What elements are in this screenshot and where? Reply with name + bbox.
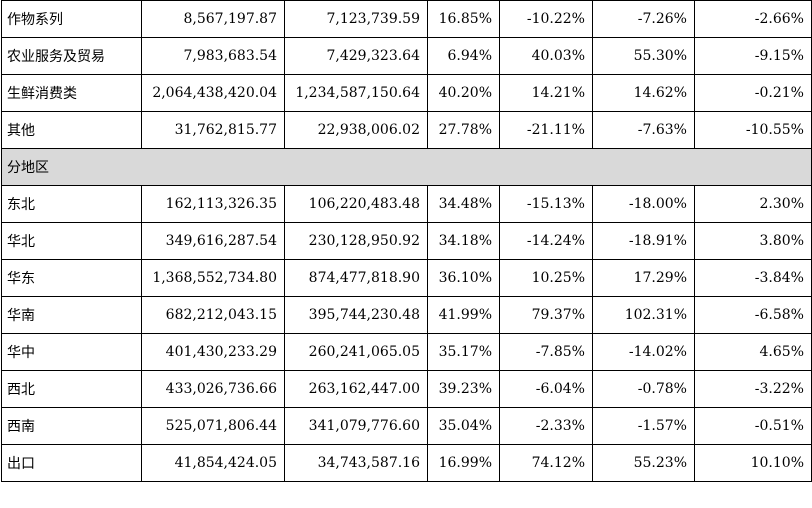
row-label: 华中 xyxy=(1,333,142,371)
revenue-change-cell: 14.21% xyxy=(499,74,593,112)
table-row: 东北 162,113,326.35 106,220,483.48 34.48% … xyxy=(1,185,812,223)
gross-margin-cell: 41.99% xyxy=(427,296,500,334)
row-label: 华东 xyxy=(1,259,142,297)
revenue-cell: 31,762,815.77 xyxy=(141,111,285,149)
cost-cell: 106,220,483.48 xyxy=(284,185,428,223)
gross-margin-cell: 40.20% xyxy=(427,74,500,112)
gross-margin-cell: 16.85% xyxy=(427,0,500,38)
gross-margin-cell: 34.48% xyxy=(427,185,500,223)
revenue-change-cell: -15.13% xyxy=(499,185,593,223)
revenue-change-cell: -7.85% xyxy=(499,333,593,371)
table-row: 出口 41,854,424.05 34,743,587.16 16.99% 74… xyxy=(1,444,812,482)
margin-change-cell: -0.51% xyxy=(694,407,812,445)
row-label: 其他 xyxy=(1,111,142,149)
section-header-region: 分地区 xyxy=(1,148,812,186)
revenue-cell: 2,064,438,420.04 xyxy=(141,74,285,112)
margin-change-cell: 4.65% xyxy=(694,333,812,371)
gross-margin-cell: 6.94% xyxy=(427,37,500,75)
cost-change-cell: 55.30% xyxy=(592,37,695,75)
revenue-change-cell: -6.04% xyxy=(499,370,593,408)
cost-cell: 341,079,776.60 xyxy=(284,407,428,445)
cost-change-cell: 102.31% xyxy=(592,296,695,334)
cost-cell: 395,744,230.48 xyxy=(284,296,428,334)
revenue-cell: 525,071,806.44 xyxy=(141,407,285,445)
cost-cell: 263,162,447.00 xyxy=(284,370,428,408)
revenue-cell: 682,212,043.15 xyxy=(141,296,285,334)
margin-change-cell: -10.55% xyxy=(694,111,812,149)
cost-cell: 34,743,587.16 xyxy=(284,444,428,482)
row-label: 农业服务及贸易 xyxy=(1,37,142,75)
revenue-cell: 8,567,197.87 xyxy=(141,0,285,38)
margin-change-cell: -3.84% xyxy=(694,259,812,297)
gross-margin-cell: 35.17% xyxy=(427,333,500,371)
row-label: 华北 xyxy=(1,222,142,260)
cost-change-cell: -7.63% xyxy=(592,111,695,149)
gross-margin-cell: 34.18% xyxy=(427,222,500,260)
row-label: 作物系列 xyxy=(1,0,142,38)
cost-change-cell: -18.00% xyxy=(592,185,695,223)
margin-change-cell: -2.66% xyxy=(694,0,812,38)
table-row: 作物系列 8,567,197.87 7,123,739.59 16.85% -1… xyxy=(1,0,812,38)
cost-change-cell: -18.91% xyxy=(592,222,695,260)
gross-margin-cell: 36.10% xyxy=(427,259,500,297)
table-row: 其他 31,762,815.77 22,938,006.02 27.78% -2… xyxy=(1,111,812,149)
margin-change-cell: 2.30% xyxy=(694,185,812,223)
cost-change-cell: -14.02% xyxy=(592,333,695,371)
revenue-cell: 349,616,287.54 xyxy=(141,222,285,260)
row-label: 华南 xyxy=(1,296,142,334)
gross-margin-cell: 27.78% xyxy=(427,111,500,149)
table-row: 华中 401,430,233.29 260,241,065.05 35.17% … xyxy=(1,333,812,371)
cost-change-cell: 55.23% xyxy=(592,444,695,482)
row-label: 生鲜消费类 xyxy=(1,74,142,112)
row-label: 西北 xyxy=(1,370,142,408)
row-label: 东北 xyxy=(1,185,142,223)
cost-change-cell: 14.62% xyxy=(592,74,695,112)
margin-change-cell: -0.21% xyxy=(694,74,812,112)
cost-cell: 22,938,006.02 xyxy=(284,111,428,149)
revenue-change-cell: 79.37% xyxy=(499,296,593,334)
table-row: 华东 1,368,552,734.80 874,477,818.90 36.10… xyxy=(1,259,812,297)
revenue-cell: 401,430,233.29 xyxy=(141,333,285,371)
table-row: 华北 349,616,287.54 230,128,950.92 34.18% … xyxy=(1,222,812,260)
cost-change-cell: -0.78% xyxy=(592,370,695,408)
table-row: 华南 682,212,043.15 395,744,230.48 41.99% … xyxy=(1,296,812,334)
margin-change-cell: -3.22% xyxy=(694,370,812,408)
margin-change-cell: -9.15% xyxy=(694,37,812,75)
gross-margin-cell: 39.23% xyxy=(427,370,500,408)
cost-cell: 874,477,818.90 xyxy=(284,259,428,297)
table-row: 农业服务及贸易 7,983,683.54 7,429,323.64 6.94% … xyxy=(1,37,812,75)
revenue-change-cell: -2.33% xyxy=(499,407,593,445)
margin-change-cell: 10.10% xyxy=(694,444,812,482)
cost-cell: 7,123,739.59 xyxy=(284,0,428,38)
revenue-change-cell: -10.22% xyxy=(499,0,593,38)
revenue-cell: 7,983,683.54 xyxy=(141,37,285,75)
cost-cell: 260,241,065.05 xyxy=(284,333,428,371)
cost-change-cell: 17.29% xyxy=(592,259,695,297)
revenue-change-cell: -14.24% xyxy=(499,222,593,260)
margin-change-cell: -6.58% xyxy=(694,296,812,334)
revenue-cell: 1,368,552,734.80 xyxy=(141,259,285,297)
financial-table: 作物系列 8,567,197.87 7,123,739.59 16.85% -1… xyxy=(1,0,812,482)
revenue-change-cell: -21.11% xyxy=(499,111,593,149)
revenue-change-cell: 40.03% xyxy=(499,37,593,75)
margin-change-cell: 3.80% xyxy=(694,222,812,260)
table-row: 西南 525,071,806.44 341,079,776.60 35.04% … xyxy=(1,407,812,445)
table-row: 西北 433,026,736.66 263,162,447.00 39.23% … xyxy=(1,370,812,408)
revenue-change-cell: 74.12% xyxy=(499,444,593,482)
gross-margin-cell: 16.99% xyxy=(427,444,500,482)
revenue-cell: 433,026,736.66 xyxy=(141,370,285,408)
cost-cell: 1,234,587,150.64 xyxy=(284,74,428,112)
table-row: 生鲜消费类 2,064,438,420.04 1,234,587,150.64 … xyxy=(1,74,812,112)
gross-margin-cell: 35.04% xyxy=(427,407,500,445)
revenue-change-cell: 10.25% xyxy=(499,259,593,297)
cost-change-cell: -1.57% xyxy=(592,407,695,445)
cost-change-cell: -7.26% xyxy=(592,0,695,38)
section-header-row: 分地区 xyxy=(1,148,812,186)
row-label: 出口 xyxy=(1,444,142,482)
revenue-cell: 41,854,424.05 xyxy=(141,444,285,482)
row-label: 西南 xyxy=(1,407,142,445)
revenue-cell: 162,113,326.35 xyxy=(141,185,285,223)
cost-cell: 7,429,323.64 xyxy=(284,37,428,75)
cost-cell: 230,128,950.92 xyxy=(284,222,428,260)
